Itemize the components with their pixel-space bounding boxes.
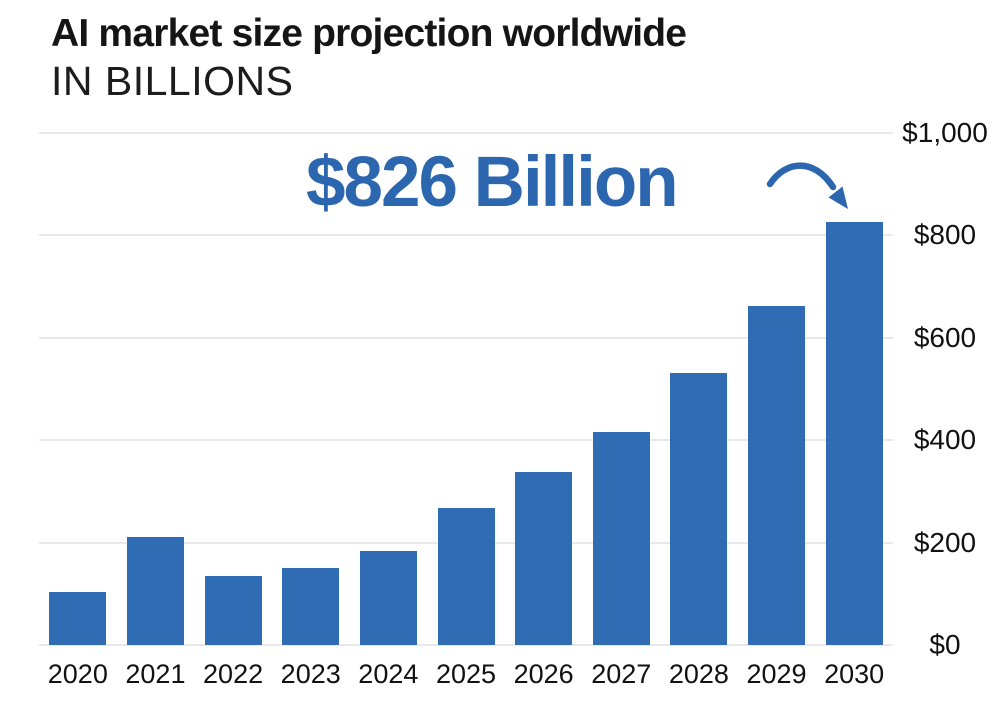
x-tick-label-2028: 2028 [668,659,729,689]
x-tick-label-2029: 2029 [746,659,807,689]
bar-2025 [437,507,495,645]
x-tick-label-2023: 2023 [280,659,341,689]
bar-2027 [592,431,650,645]
x-tick-label-2020: 2020 [47,659,108,689]
x-tick-label-2030: 2030 [824,659,885,689]
gridline-800 [39,234,893,237]
bar-2023 [282,568,340,645]
bar-2029 [748,305,806,645]
bar-2028 [670,372,728,645]
plot-area [39,132,893,646]
bar-2021 [126,537,184,645]
y-axis: $0 $200 $400 $600 $800 $1,000 [893,117,997,660]
bar-2024 [359,550,417,645]
x-axis: 2020 2021 2022 2023 2024 2025 2026 2027 2028 2029… [39,656,893,692]
gridline-1000 [39,132,893,134]
gridline-0 [39,644,893,646]
chart-title: AI market size projection worldwide [51,12,687,55]
arrow-head [828,186,848,209]
y-tick-label-600: $600 [913,321,977,353]
gridline-600 [39,336,893,339]
bar-2026 [515,472,573,645]
x-tick-label-2026: 2026 [513,659,574,689]
bar-2022 [204,575,262,645]
y-tick-label-1000: $1,000 [902,117,988,148]
bar-2030 [825,222,883,645]
arrow-shaft [766,162,837,191]
x-tick-label-2021: 2021 [125,659,186,689]
x-tick-label-2024: 2024 [358,659,419,689]
annotation-value-label: $826 Billion [306,143,679,222]
gridline-400 [39,439,893,442]
y-tick-label-0: $0 [929,629,961,660]
y-tick-label-400: $400 [913,424,977,456]
y-tick-label-800: $800 [913,219,977,251]
bar-2020 [49,591,107,645]
x-tick-label-2025: 2025 [435,659,497,689]
chart-subtitle: IN BILLIONS [51,58,294,104]
curved-arrow-icon [766,162,848,209]
x-tick-label-2022: 2022 [203,659,264,689]
y-tick-label-200: $200 [913,526,977,558]
x-tick-label-2027: 2027 [591,659,652,689]
